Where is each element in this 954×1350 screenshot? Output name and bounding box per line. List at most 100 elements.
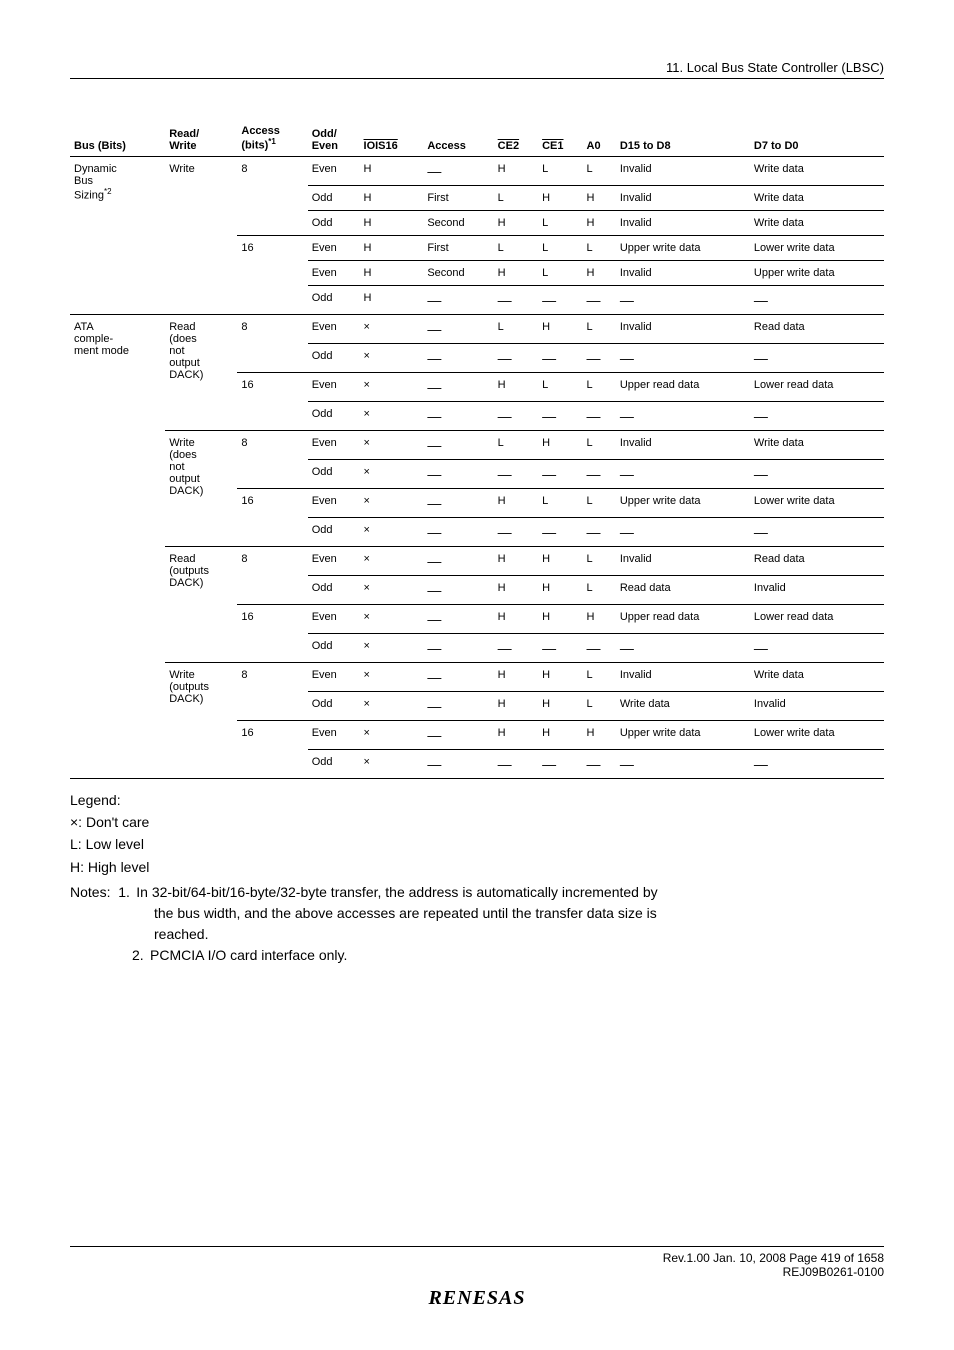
table-cell: × bbox=[360, 575, 424, 604]
rw-cell: Write(outputsDACK) bbox=[165, 662, 237, 778]
table-cell: L bbox=[538, 210, 582, 235]
table-cell: × bbox=[360, 459, 424, 488]
table-cell: H bbox=[583, 604, 616, 633]
table-cell: L bbox=[583, 488, 616, 517]
table-cell: 8 bbox=[237, 662, 307, 720]
table-cell: Read data bbox=[750, 314, 884, 343]
table-cell: — bbox=[616, 459, 750, 488]
table-cell: Odd bbox=[308, 749, 360, 778]
table-cell: H bbox=[494, 691, 538, 720]
table-cell: H bbox=[538, 314, 582, 343]
table-row: ATAcomple-ment modeRead(doesnotoutputDAC… bbox=[70, 314, 884, 343]
table-cell: — bbox=[423, 372, 493, 401]
table-cell: Even bbox=[308, 488, 360, 517]
table-cell: — bbox=[750, 285, 884, 314]
table-cell: — bbox=[538, 459, 582, 488]
table-cell: — bbox=[423, 720, 493, 749]
table-cell: Even bbox=[308, 662, 360, 691]
table-cell: — bbox=[583, 633, 616, 662]
legend-title: Legend: bbox=[70, 789, 884, 811]
table-cell: × bbox=[360, 604, 424, 633]
table-cell: Invalid bbox=[616, 260, 750, 285]
table-cell: — bbox=[616, 749, 750, 778]
note-2-num: 2. bbox=[132, 945, 150, 966]
table-cell: — bbox=[423, 459, 493, 488]
table-cell: Upper read data bbox=[616, 604, 750, 633]
table-cell: Odd bbox=[308, 210, 360, 235]
table-cell: — bbox=[750, 401, 884, 430]
table-cell: — bbox=[616, 401, 750, 430]
table-cell: H bbox=[494, 372, 538, 401]
table-cell: Write data bbox=[750, 210, 884, 235]
table-cell: — bbox=[494, 343, 538, 372]
table-cell: × bbox=[360, 430, 424, 459]
table-cell: L bbox=[583, 430, 616, 459]
table-cell: L bbox=[583, 156, 616, 185]
table-cell: — bbox=[616, 343, 750, 372]
legend-block: Legend: ×: Don't care L: Low level H: Hi… bbox=[70, 789, 884, 879]
table-cell: Write data bbox=[750, 185, 884, 210]
table-cell: 8 bbox=[237, 156, 307, 235]
table-cell: H bbox=[494, 156, 538, 185]
table-cell: — bbox=[494, 401, 538, 430]
table-cell: Invalid bbox=[616, 662, 750, 691]
table-cell: Even bbox=[308, 720, 360, 749]
table-cell: H bbox=[538, 662, 582, 691]
rw-cell: Read(outputsDACK) bbox=[165, 546, 237, 662]
table-cell: L bbox=[538, 235, 582, 260]
table-cell: × bbox=[360, 372, 424, 401]
table-cell: Even bbox=[308, 235, 360, 260]
table-cell: — bbox=[538, 633, 582, 662]
table-cell: H bbox=[583, 210, 616, 235]
access-sup: *1 bbox=[268, 137, 276, 146]
col-bus-bits: Bus (Bits) bbox=[70, 119, 165, 156]
note-1-num: 1. bbox=[118, 882, 136, 903]
table-cell: — bbox=[423, 633, 493, 662]
table-cell: H bbox=[360, 156, 424, 185]
table-cell: Upper write data bbox=[616, 488, 750, 517]
table-cell: Upper write data bbox=[616, 235, 750, 260]
table-cell: Invalid bbox=[616, 546, 750, 575]
note-1-text-c: reached. bbox=[154, 924, 884, 945]
table-row: Read(outputsDACK)8Even×—HHLInvalidRead d… bbox=[70, 546, 884, 575]
table-cell: H bbox=[494, 546, 538, 575]
table-cell: L bbox=[494, 235, 538, 260]
table-cell: — bbox=[583, 517, 616, 546]
header-row: Bus (Bits) Read/Write Access(bits)*1 Odd… bbox=[70, 119, 884, 156]
col-d7: D7 to D0 bbox=[750, 119, 884, 156]
table-cell: — bbox=[750, 633, 884, 662]
table-cell: — bbox=[538, 749, 582, 778]
table-cell: Upper read data bbox=[616, 372, 750, 401]
table-cell: — bbox=[750, 749, 884, 778]
table-cell: Odd bbox=[308, 633, 360, 662]
table-cell: Lower read data bbox=[750, 372, 884, 401]
table-cell: Even bbox=[308, 260, 360, 285]
note-1-text-a: In 32-bit/64-bit/16-byte/32-byte transfe… bbox=[136, 884, 657, 900]
table-cell: H bbox=[583, 260, 616, 285]
table-cell: H bbox=[583, 720, 616, 749]
table-cell: L bbox=[538, 488, 582, 517]
table-cell: Invalid bbox=[616, 156, 750, 185]
table-cell: × bbox=[360, 488, 424, 517]
table-cell: — bbox=[750, 459, 884, 488]
table-cell: — bbox=[616, 633, 750, 662]
signal-table: Bus (Bits) Read/Write Access(bits)*1 Odd… bbox=[70, 119, 884, 779]
table-cell: Invalid bbox=[616, 314, 750, 343]
table-cell: L bbox=[538, 260, 582, 285]
table-cell: Second bbox=[423, 260, 493, 285]
table-cell: Upper write data bbox=[616, 720, 750, 749]
table-cell: Even bbox=[308, 156, 360, 185]
table-cell: × bbox=[360, 401, 424, 430]
table-cell: Write data bbox=[750, 430, 884, 459]
table-cell: 8 bbox=[237, 314, 307, 372]
page: 11. Local Bus State Controller (LBSC) Bu… bbox=[0, 0, 954, 1350]
table-cell: — bbox=[583, 401, 616, 430]
table-cell: H bbox=[360, 285, 424, 314]
table-cell: H bbox=[494, 720, 538, 749]
table-cell: — bbox=[423, 575, 493, 604]
table-cell: — bbox=[423, 546, 493, 575]
table-cell: — bbox=[494, 285, 538, 314]
table-cell: H bbox=[538, 604, 582, 633]
table-cell: L bbox=[538, 156, 582, 185]
table-cell: Upper write data bbox=[750, 260, 884, 285]
